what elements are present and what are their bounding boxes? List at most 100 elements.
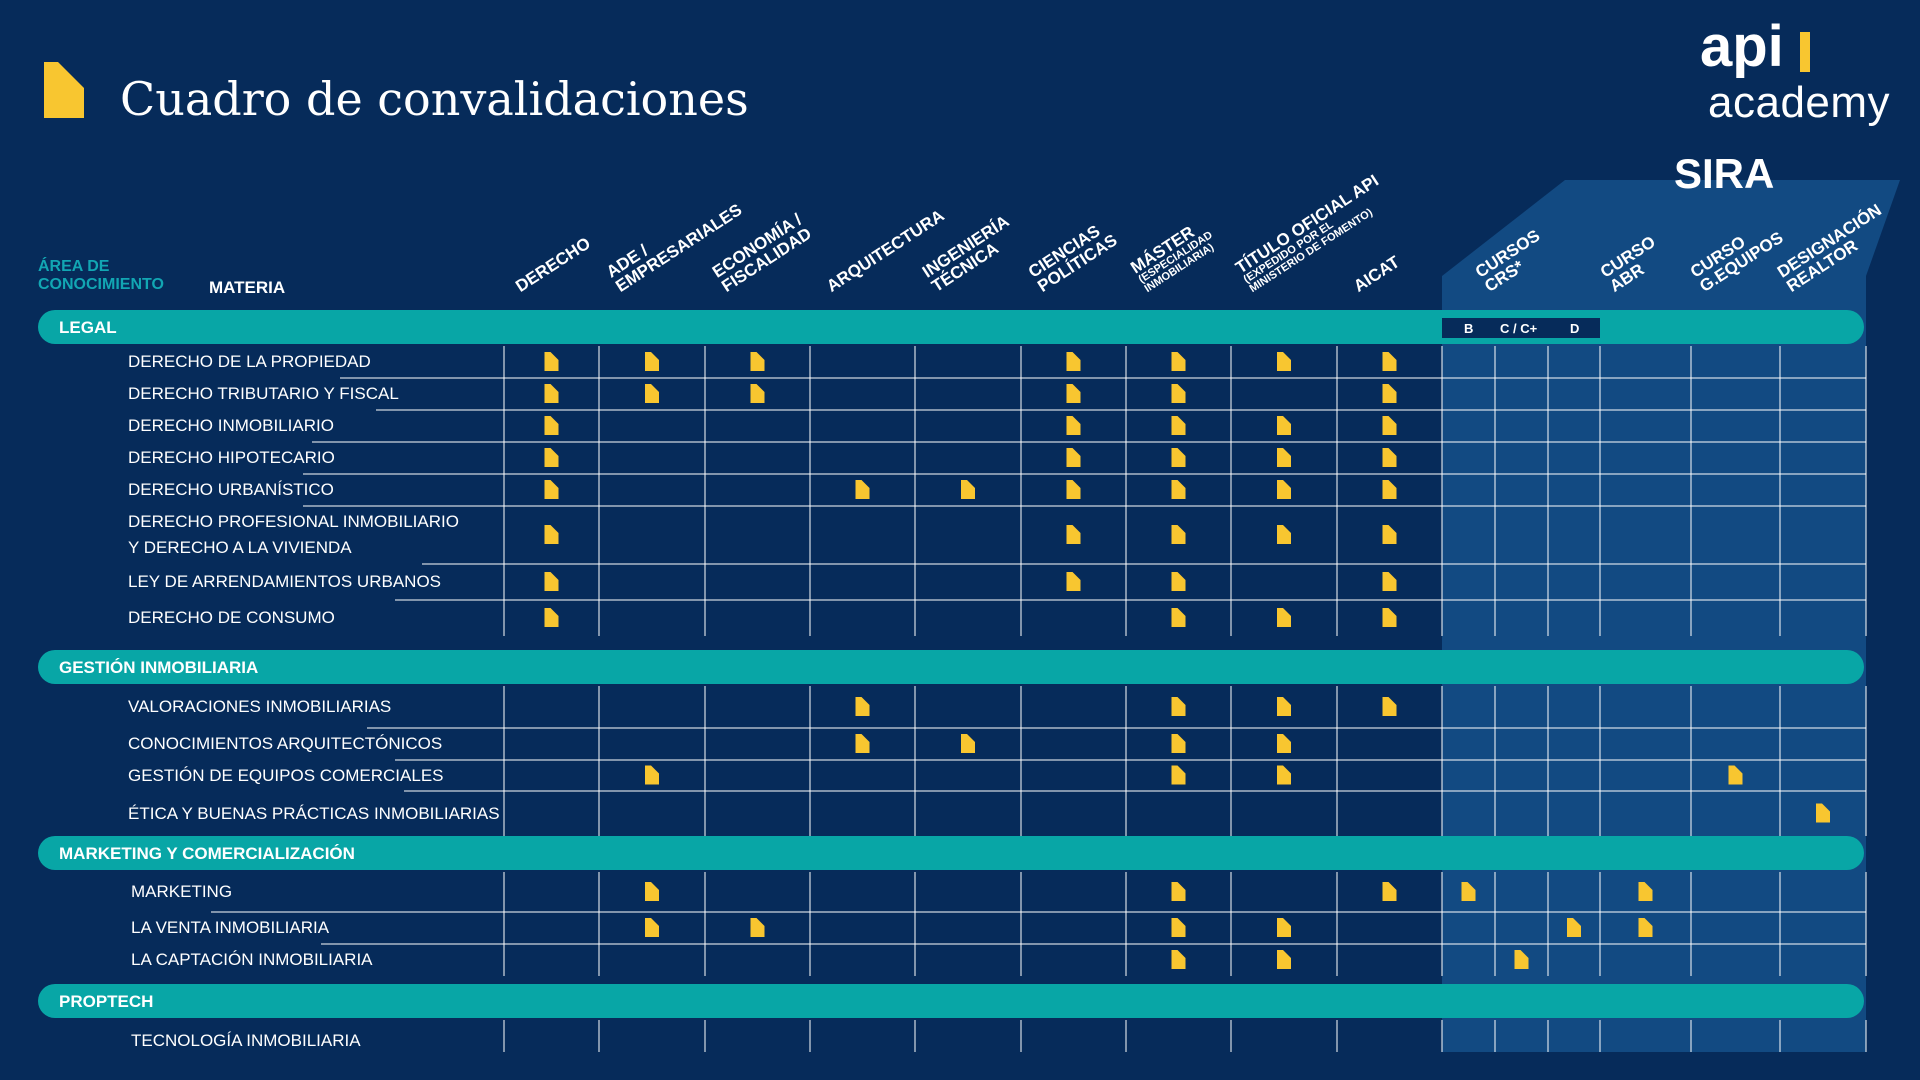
row-label-line: VALORACIONES INMOBILIARIAS <box>128 697 392 716</box>
convalidation-mark-icon <box>961 734 975 753</box>
convalidation-mark-icon <box>1514 950 1529 969</box>
convalidation-mark-icon <box>1277 918 1291 937</box>
row-label-line: TECNOLOGÍA INMOBILIARIA <box>131 1031 361 1050</box>
convalidation-mark-icon <box>1171 384 1186 403</box>
convalidation-mark-icon <box>1066 480 1081 499</box>
column-header-crs: CURSOS CRS* <box>1472 226 1552 296</box>
row-label-line: LA CAPTACIÓN INMOBILIARIA <box>131 950 373 969</box>
column-header-ciencias: CIENCIAS POLÍTICAS <box>1024 217 1120 295</box>
convalidation-mark-icon <box>1382 352 1397 371</box>
convalidation-mark-icon <box>1382 525 1397 544</box>
convalidation-mark-icon <box>855 734 870 753</box>
row-label-line: LA VENTA INMOBILIARIA <box>131 918 330 937</box>
convalidation-mark-icon <box>1382 416 1397 435</box>
section-band: PROPTECH <box>38 984 1864 1018</box>
convalidation-mark-icon <box>1382 448 1397 467</box>
convalidation-mark-icon <box>1171 918 1186 937</box>
convalidation-mark-icon <box>645 882 659 901</box>
convalidation-mark-icon <box>1382 697 1397 716</box>
row-label: DERECHO URBANÍSTICO <box>128 477 334 503</box>
row-label-line: DERECHO PROFESIONAL INMOBILIARIO <box>128 512 459 531</box>
materia-label: MATERIA <box>209 278 286 297</box>
convalidation-mark-icon <box>1066 525 1081 544</box>
convalidation-mark-icon <box>1638 918 1653 937</box>
convalidation-mark-icon <box>1171 765 1186 785</box>
page-title: Cuadro de convalidaciones <box>120 72 749 126</box>
sira-title: SIRA <box>1674 150 1775 197</box>
row-label: TECNOLOGÍA INMOBILIARIA <box>131 1028 361 1054</box>
section-title: LEGAL <box>59 318 117 337</box>
convalidation-mark-icon <box>1277 697 1291 716</box>
row-label: DERECHO PROFESIONAL INMOBILIARIO Y DERECH… <box>128 509 459 561</box>
convalidation-mark-icon <box>961 480 975 499</box>
convalidation-mark-icon <box>544 384 559 403</box>
row-label-line: Y DERECHO A LA VIVIENDA <box>128 538 352 557</box>
row-label: DERECHO HIPOTECARIO <box>128 445 335 471</box>
row-label: DERECHO DE LA PROPIEDAD <box>128 349 371 375</box>
convalidation-mark-icon <box>544 416 559 435</box>
row-label-line: DERECHO DE CONSUMO <box>128 608 335 627</box>
convalidation-mark-icon <box>1638 882 1653 901</box>
row-label: DERECHO INMOBILIARIO <box>128 413 334 439</box>
convalidation-mark-icon <box>1171 480 1186 499</box>
area-label: ÁREA DE CONOCIMIENTO <box>38 258 164 294</box>
convalidation-mark-icon <box>1382 572 1397 591</box>
row-label: LA CAPTACIÓN INMOBILIARIA <box>131 947 373 973</box>
sira-sublabels: B C / C+ D <box>1442 318 1600 338</box>
convalidation-mark-icon <box>544 608 559 627</box>
row-label: DERECHO TRIBUTARIO Y FISCAL <box>128 381 399 407</box>
sira-sub-c: C / C+ <box>1500 321 1538 336</box>
convalidation-mark-icon <box>750 384 765 403</box>
convalidation-mark-icon <box>1277 480 1291 499</box>
column-header-aicat: AICAT <box>1349 252 1403 296</box>
convalidation-mark-icon <box>1816 803 1830 823</box>
convalidation-mark-icon <box>1277 608 1291 627</box>
row-label: CONOCIMIENTOS ARQUITECTÓNICOS <box>128 731 442 757</box>
section-title: MARKETING Y COMERCIALIZACIÓN <box>59 844 355 863</box>
column-header-abr: CURSO ABR <box>1596 232 1667 296</box>
row-label: LA VENTA INMOBILIARIA <box>131 915 329 941</box>
convalidation-mark-icon <box>750 918 765 937</box>
row-label-line: MARKETING <box>131 882 233 901</box>
section-band: MARKETING Y COMERCIALIZACIÓN <box>38 836 1864 870</box>
convalidation-mark-icon <box>544 352 559 371</box>
convalidation-mark-icon <box>1171 697 1186 716</box>
convalidation-mark-icon <box>1171 352 1186 371</box>
convalidation-mark-icon <box>544 480 559 499</box>
row-label-line: ÉTICA Y BUENAS PRÁCTICAS INMOBILIARIAS <box>128 803 500 823</box>
convalidation-mark-icon <box>1277 765 1291 785</box>
row-label: LEY DE ARRENDAMIENTOS URBANOS <box>128 569 441 595</box>
row-label-line: DERECHO HIPOTECARIO <box>128 448 335 467</box>
convalidation-mark-icon <box>1461 882 1476 901</box>
row-label-line: DERECHO INMOBILIARIO <box>128 416 334 435</box>
convalidation-mark-icon <box>1277 448 1291 467</box>
convalidation-mark-icon <box>855 697 870 716</box>
row-label: GESTIÓN DE EQUIPOS COMERCIALES <box>128 763 444 789</box>
convalidation-mark-icon <box>1066 352 1081 371</box>
convalidation-mark-icon <box>645 384 659 403</box>
convalidation-mark-icon <box>1171 882 1186 901</box>
column-header-realtor: DESIGNACIÓN REALTOR <box>1774 200 1893 296</box>
row-label-line: LEY DE ARRENDAMIENTOS URBANOS <box>128 572 442 591</box>
column-header-line: AICAT <box>1349 252 1403 296</box>
convalidation-mark-icon <box>1382 384 1397 403</box>
column-header-arquitectura: ARQUITECTURA <box>822 205 948 296</box>
column-header-line: ARQUITECTURA <box>822 205 948 296</box>
row-label-line: CONOCIMIENTOS ARQUITECTÓNICOS <box>128 734 443 753</box>
convalidation-mark-icon <box>855 480 870 499</box>
convalidation-mark-icon <box>1728 765 1743 785</box>
convalidation-mark-icon <box>1382 608 1397 627</box>
convalidation-mark-icon <box>645 918 659 937</box>
row-label: MARKETING <box>131 879 232 905</box>
convalidation-mark-icon <box>645 352 659 371</box>
convalidation-mark-icon <box>1277 734 1291 753</box>
api-logo: api <box>1700 18 1810 79</box>
convalidation-mark-icon <box>1066 384 1081 403</box>
sira-sub-d: D <box>1570 321 1580 336</box>
convalidation-mark-icon <box>1277 352 1291 371</box>
convalidation-mark-icon <box>1171 608 1186 627</box>
convalidation-mark-icon <box>1382 882 1397 901</box>
convalidation-mark-icon <box>1171 734 1186 753</box>
sira-sub-b: B <box>1464 321 1474 336</box>
convalidation-mark-icon <box>1171 525 1186 544</box>
